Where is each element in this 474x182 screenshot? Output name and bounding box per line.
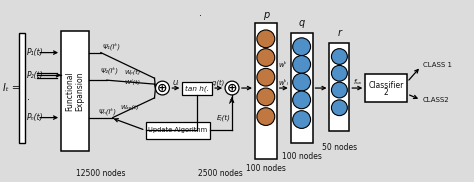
Text: 2: 2 (384, 88, 389, 98)
Text: Wₚ(t): Wₚ(t) (125, 70, 141, 75)
Circle shape (292, 73, 310, 91)
Text: 2500 nodes: 2500 nodes (198, 169, 243, 178)
Circle shape (257, 30, 275, 48)
Text: Pₙ(t): Pₙ(t) (27, 113, 44, 122)
Text: Wₐₚ(t): Wₐₚ(t) (121, 105, 139, 110)
Circle shape (292, 56, 310, 73)
Text: wᵏₗ: wᵏₗ (279, 80, 289, 86)
Text: .: . (199, 8, 202, 18)
Text: 50 nodes: 50 nodes (322, 143, 357, 152)
FancyBboxPatch shape (19, 33, 25, 143)
Text: Iₜ =: Iₜ = (3, 83, 20, 93)
Text: p: p (263, 10, 269, 20)
Circle shape (331, 82, 347, 98)
Text: ⊕: ⊕ (157, 82, 168, 94)
Text: q: q (299, 18, 305, 28)
Circle shape (257, 68, 275, 86)
Circle shape (331, 49, 347, 64)
Text: 100 nodes: 100 nodes (282, 153, 321, 161)
Text: P₁(t): P₁(t) (27, 48, 44, 57)
Text: ⊕: ⊕ (227, 82, 237, 94)
Text: Wᵈ(t): Wᵈ(t) (125, 79, 141, 85)
Text: 100 nodes: 100 nodes (246, 164, 286, 173)
Circle shape (155, 81, 169, 95)
Text: CLASS 1: CLASS 1 (423, 62, 452, 68)
Text: qᵢ(t): qᵢ(t) (211, 80, 225, 86)
FancyBboxPatch shape (146, 122, 210, 139)
FancyBboxPatch shape (291, 33, 312, 143)
Circle shape (292, 111, 310, 128)
Text: .: . (27, 92, 30, 102)
Text: Classifier: Classifier (368, 81, 404, 90)
FancyBboxPatch shape (61, 31, 89, 151)
Text: CLASS2: CLASS2 (423, 97, 449, 103)
Circle shape (292, 91, 310, 109)
FancyBboxPatch shape (182, 82, 212, 95)
Text: Ψ₁(Iᵏ): Ψ₁(Iᵏ) (103, 43, 121, 50)
Text: Eⱼ(t): Eⱼ(t) (217, 114, 231, 121)
Text: fₛₐ: fₛₐ (353, 79, 361, 85)
Circle shape (331, 65, 347, 81)
Text: tan h(.: tan h(. (185, 85, 209, 92)
Text: Uᵢ: Uᵢ (172, 80, 179, 86)
FancyBboxPatch shape (255, 23, 277, 159)
FancyBboxPatch shape (365, 74, 407, 102)
Text: r: r (337, 28, 341, 38)
Text: Pᵢ: Pᵢ (229, 99, 235, 105)
Text: Ψₙ(Iᵏ): Ψₙ(Iᵏ) (99, 108, 117, 115)
Text: P₂(t): P₂(t) (27, 71, 44, 80)
Circle shape (257, 108, 275, 125)
Text: wᵏ: wᵏ (279, 62, 288, 68)
Circle shape (257, 49, 275, 66)
Text: Ψ₂(Iᵏ): Ψ₂(Iᵏ) (101, 67, 119, 74)
Text: Update Algorithm: Update Algorithm (148, 127, 208, 133)
Circle shape (257, 88, 275, 106)
Circle shape (331, 100, 347, 116)
Circle shape (292, 38, 310, 56)
FancyBboxPatch shape (329, 43, 349, 131)
Text: 12500 nodes: 12500 nodes (76, 169, 126, 178)
Circle shape (225, 81, 239, 95)
Text: Functional
Expansion: Functional Expansion (65, 71, 85, 111)
